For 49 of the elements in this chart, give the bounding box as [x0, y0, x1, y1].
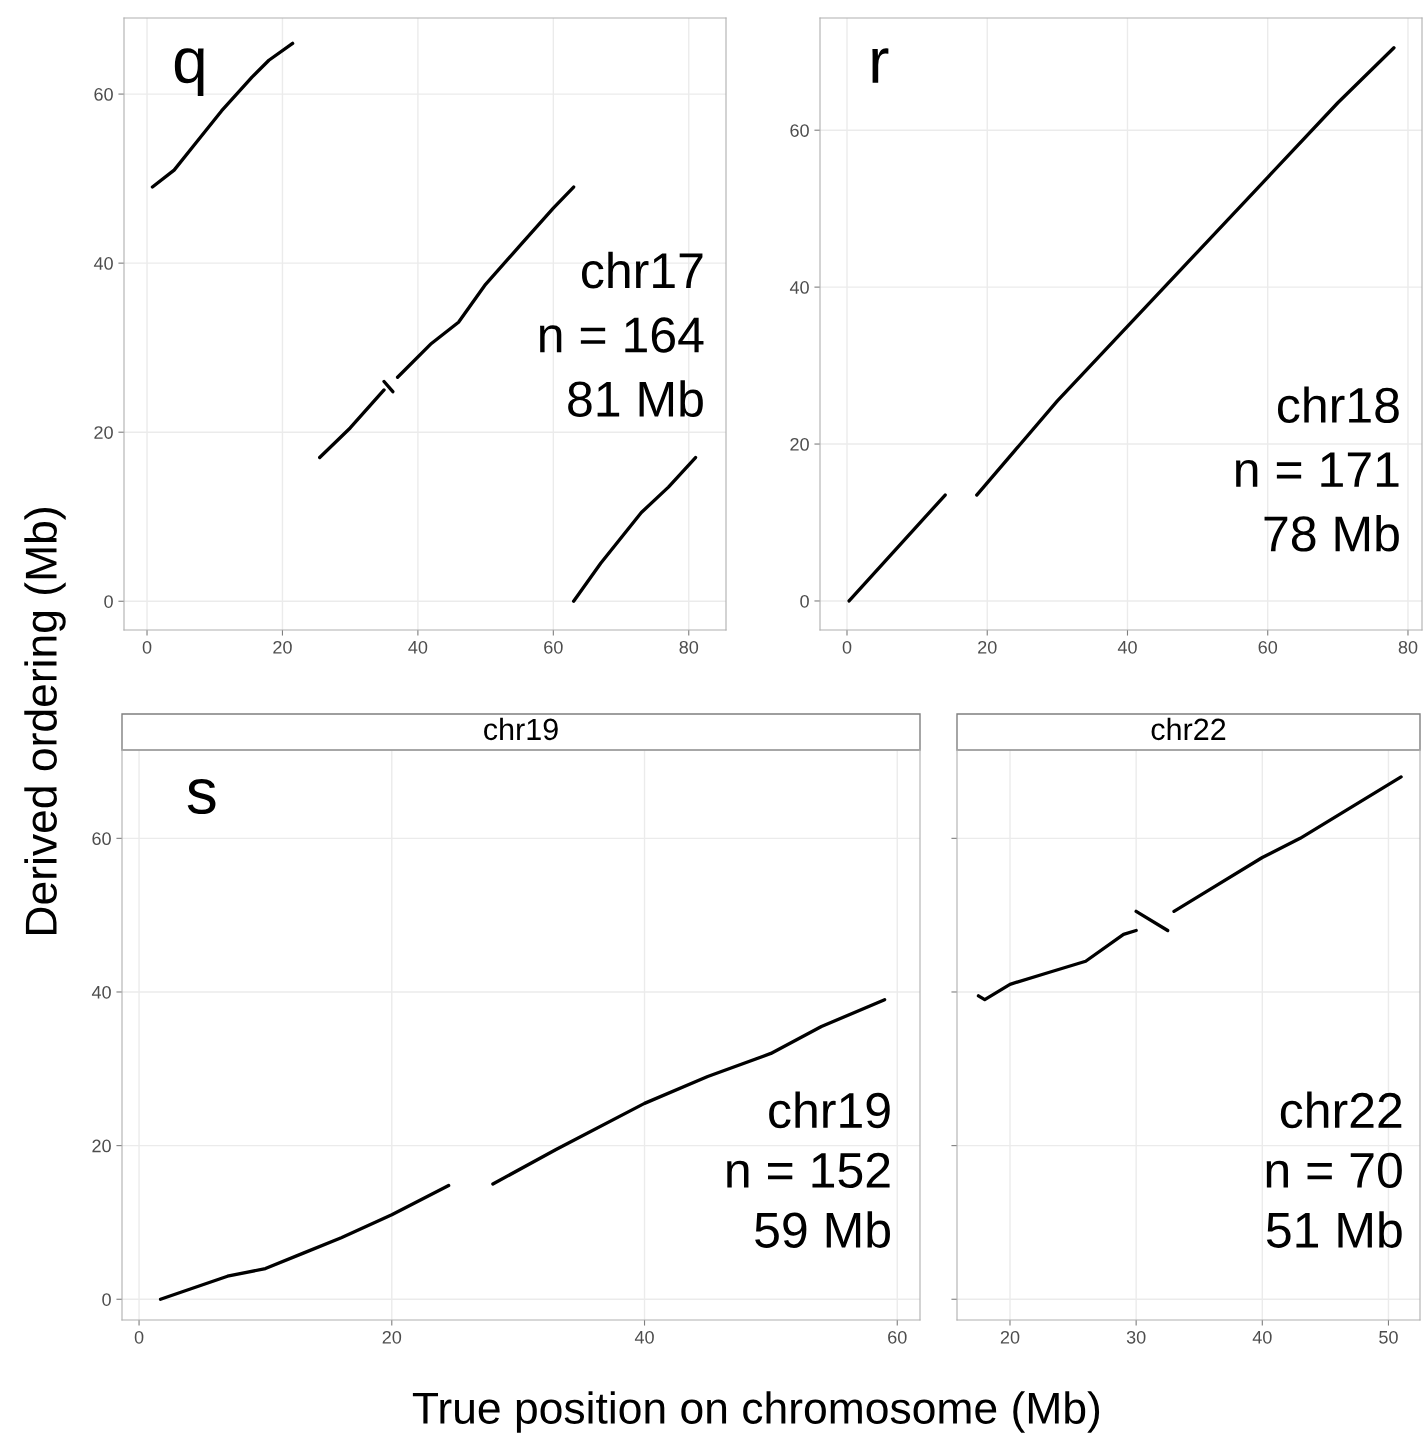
y-tick-label: 40 [91, 985, 111, 999]
y-tick-label: 60 [94, 88, 113, 101]
annotation: n = 70 [1266, 1152, 1402, 1189]
annotation: n = 152 [727, 1152, 890, 1189]
x-tick-label: 40 [1252, 1330, 1272, 1344]
x-tick-label: 40 [408, 640, 428, 654]
y-tick-label: 40 [93, 257, 113, 270]
chart-title: chr19 [484, 717, 558, 741]
x-tick-label: 80 [1398, 640, 1418, 654]
x-tick-label: 0 [134, 1330, 144, 1344]
x-tick-label: 0 [842, 640, 852, 654]
y-tick-label: 20 [790, 437, 809, 451]
annotation: n = 164 [540, 317, 704, 353]
x-tick-label: 30 [1126, 1330, 1146, 1344]
x-tick-label: 0 [142, 640, 152, 654]
x-tick-label: 60 [1258, 640, 1278, 654]
x-tick-label: 80 [679, 640, 699, 654]
x-tick-label: 40 [634, 1330, 654, 1344]
y-tick-label: 20 [92, 1139, 111, 1153]
y-tick-label: 60 [790, 124, 809, 137]
x-axis-title: True position on chromosome (Mb) [412, 1391, 1100, 1433]
x-tick-label: 20 [1000, 1330, 1020, 1344]
x-tick-label: 60 [888, 1330, 907, 1344]
annotation: 78 Mb [1264, 514, 1399, 552]
annotation: chr22 [1280, 1091, 1402, 1129]
x-tick-label: 50 [1379, 1330, 1398, 1344]
annotation: 51 Mb [1266, 1211, 1402, 1248]
y-tick-label: 0 [102, 1293, 111, 1306]
x-tick-label: 20 [273, 640, 292, 654]
y-tick-label: 0 [800, 594, 809, 608]
x-tick-label: 40 [1117, 640, 1137, 654]
annotation: s [187, 779, 216, 815]
y-axis-title: Derived ordering (Mb) [24, 508, 66, 934]
annotation: chr19 [769, 1091, 890, 1129]
annotation: q [174, 48, 204, 96]
x-tick-label: 20 [978, 640, 997, 654]
annotation: r [872, 48, 889, 83]
x-tick-label: 20 [382, 1330, 402, 1344]
y-tick-label: 60 [92, 832, 111, 846]
annotation: chr18 [1277, 386, 1399, 424]
y-tick-label: 40 [789, 281, 809, 294]
y-tick-label: 0 [104, 595, 113, 608]
x-tick-label: 60 [544, 640, 563, 654]
annotation: 81 Mb [568, 380, 703, 417]
annotation: n = 171 [1236, 452, 1399, 487]
y-tick-label: 20 [94, 426, 113, 439]
annotation: chr17 [581, 251, 703, 289]
annotation: 59 Mb [755, 1211, 890, 1248]
chart-title: chr22 [1151, 717, 1226, 741]
